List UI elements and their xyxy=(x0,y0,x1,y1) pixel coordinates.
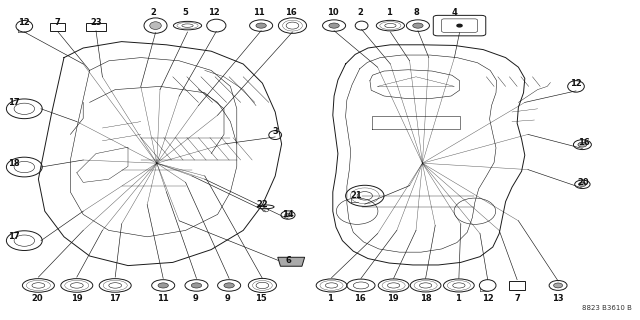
Ellipse shape xyxy=(329,23,339,28)
Text: 19: 19 xyxy=(387,294,399,303)
Text: 2: 2 xyxy=(357,8,364,17)
Text: 9: 9 xyxy=(193,294,198,303)
Text: 11: 11 xyxy=(253,8,265,17)
Ellipse shape xyxy=(554,283,563,288)
Text: 21: 21 xyxy=(351,191,362,200)
Text: 12: 12 xyxy=(209,8,220,17)
Text: 3: 3 xyxy=(273,127,278,136)
Ellipse shape xyxy=(158,283,168,288)
Ellipse shape xyxy=(224,283,234,288)
Bar xyxy=(509,281,525,290)
Text: 7: 7 xyxy=(55,18,60,27)
Text: 1: 1 xyxy=(326,294,333,303)
Text: 15: 15 xyxy=(255,294,267,303)
Ellipse shape xyxy=(285,213,291,217)
Text: 22: 22 xyxy=(257,200,268,209)
Text: 20: 20 xyxy=(578,178,589,187)
Bar xyxy=(50,23,65,31)
Text: 8823 B3610 B: 8823 B3610 B xyxy=(582,305,632,311)
Text: 16: 16 xyxy=(285,8,297,17)
Text: 12: 12 xyxy=(482,294,493,303)
Ellipse shape xyxy=(150,22,161,29)
Text: 14: 14 xyxy=(282,210,294,219)
Text: 12: 12 xyxy=(19,18,30,27)
Text: 19: 19 xyxy=(71,294,83,303)
Text: 1: 1 xyxy=(385,8,392,17)
Text: 5: 5 xyxy=(182,8,189,17)
Ellipse shape xyxy=(191,283,202,288)
Text: 23: 23 xyxy=(90,18,102,27)
Text: 10: 10 xyxy=(327,8,339,17)
Text: 17: 17 xyxy=(8,232,20,241)
Ellipse shape xyxy=(413,23,423,28)
Text: 2: 2 xyxy=(150,8,157,17)
Text: 18: 18 xyxy=(8,159,20,168)
Text: 13: 13 xyxy=(552,294,564,303)
Text: 4: 4 xyxy=(451,8,458,17)
Text: 11: 11 xyxy=(157,294,169,303)
Text: 1: 1 xyxy=(454,294,461,303)
Text: 18: 18 xyxy=(420,294,431,303)
Text: 9: 9 xyxy=(225,294,230,303)
Ellipse shape xyxy=(579,182,586,187)
Text: 6: 6 xyxy=(285,256,291,265)
Ellipse shape xyxy=(256,23,266,28)
Ellipse shape xyxy=(578,142,587,147)
Text: 17: 17 xyxy=(8,98,20,107)
Ellipse shape xyxy=(457,24,462,27)
Text: 17: 17 xyxy=(109,294,121,303)
Text: 16: 16 xyxy=(355,294,366,303)
Text: 12: 12 xyxy=(570,79,582,88)
Text: 20: 20 xyxy=(31,294,43,303)
Polygon shape xyxy=(278,257,305,266)
Text: 7: 7 xyxy=(515,294,520,303)
Bar xyxy=(86,23,106,31)
Text: 16: 16 xyxy=(578,138,589,147)
Text: 8: 8 xyxy=(413,8,419,17)
